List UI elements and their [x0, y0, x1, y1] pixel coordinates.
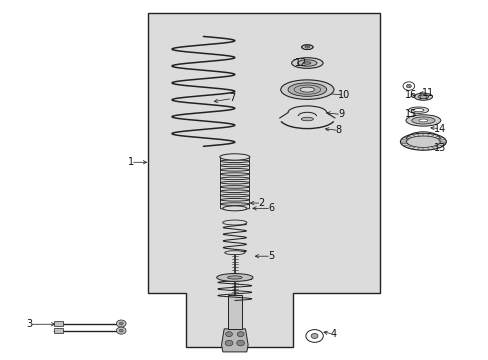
Circle shape [119, 322, 123, 325]
Ellipse shape [301, 45, 312, 50]
Polygon shape [221, 329, 247, 352]
Text: 13: 13 [433, 143, 446, 153]
Ellipse shape [223, 206, 246, 211]
Bar [53, 328, 63, 333]
Circle shape [119, 329, 123, 332]
Circle shape [236, 340, 244, 346]
Circle shape [237, 332, 244, 337]
Ellipse shape [407, 107, 428, 113]
Ellipse shape [280, 80, 333, 99]
Ellipse shape [287, 83, 326, 96]
Ellipse shape [223, 220, 246, 225]
Polygon shape [147, 13, 379, 347]
Text: 8: 8 [335, 125, 341, 135]
Circle shape [305, 329, 323, 342]
Text: 14: 14 [433, 123, 446, 134]
Ellipse shape [297, 60, 316, 66]
Text: 12: 12 [295, 58, 307, 68]
Ellipse shape [400, 133, 446, 150]
Text: 6: 6 [267, 203, 274, 213]
Text: 2: 2 [258, 198, 264, 208]
Circle shape [224, 340, 232, 346]
Bar [227, 295, 242, 329]
Ellipse shape [418, 119, 427, 122]
Circle shape [406, 84, 410, 88]
Ellipse shape [411, 117, 434, 124]
Ellipse shape [303, 62, 310, 64]
Ellipse shape [300, 87, 314, 92]
Text: 5: 5 [267, 251, 274, 261]
Text: 10: 10 [337, 90, 349, 100]
Text: 7: 7 [229, 94, 235, 103]
Text: 15: 15 [404, 109, 417, 120]
Ellipse shape [405, 115, 440, 126]
Text: 1: 1 [127, 157, 134, 167]
Ellipse shape [216, 274, 252, 282]
Ellipse shape [305, 46, 309, 48]
Text: 4: 4 [330, 329, 336, 339]
Ellipse shape [227, 276, 242, 279]
Ellipse shape [413, 93, 432, 100]
Ellipse shape [417, 95, 428, 99]
Text: 16: 16 [405, 90, 417, 100]
Text: 11: 11 [421, 88, 433, 98]
Circle shape [225, 332, 232, 337]
Circle shape [116, 327, 126, 334]
Circle shape [310, 333, 317, 338]
Text: 9: 9 [337, 109, 344, 120]
Text: 3: 3 [26, 319, 32, 329]
Ellipse shape [224, 251, 244, 255]
Circle shape [402, 82, 414, 90]
Ellipse shape [412, 109, 423, 112]
Ellipse shape [301, 117, 313, 121]
Ellipse shape [220, 154, 249, 160]
Bar [53, 321, 63, 326]
Ellipse shape [291, 58, 323, 68]
Circle shape [116, 320, 126, 327]
